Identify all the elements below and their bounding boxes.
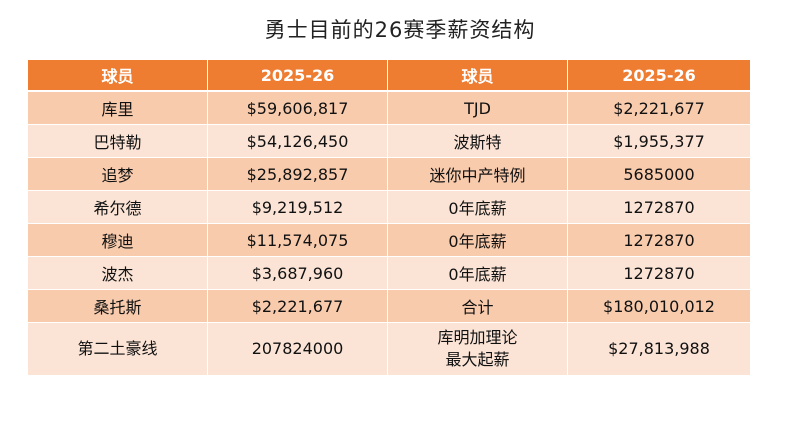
salary-cell: 1272870: [568, 191, 750, 224]
salary-cell: $11,574,075: [208, 224, 388, 257]
page-title: 勇士目前的26赛季薪资结构: [264, 18, 536, 42]
table-row: 希尔德 $9,219,512 0年底薪 1272870: [28, 191, 750, 224]
table-row: 巴特勒 $54,126,450 波斯特 $1,955,377: [28, 125, 750, 158]
player-cell: 迷你中产特例: [388, 158, 568, 191]
player-cell: TJD: [388, 92, 568, 125]
salary-cell: 5685000: [568, 158, 750, 191]
player-cell: 巴特勒: [28, 125, 208, 158]
player-cell: 0年底薪: [388, 257, 568, 290]
apron-label-cell: 第二土豪线: [28, 323, 208, 376]
player-cell: 追梦: [28, 158, 208, 191]
table-row: 追梦 $25,892,857 迷你中产特例 5685000: [28, 158, 750, 191]
column-header-player: 球员: [28, 60, 208, 92]
player-cell: 桑托斯: [28, 290, 208, 323]
player-cell: 波斯特: [388, 125, 568, 158]
max-start-salary-value-cell: $27,813,988: [568, 323, 750, 376]
player-cell: 波杰: [28, 257, 208, 290]
column-header-season: 2025-26: [208, 60, 388, 92]
salary-cell: $25,892,857: [208, 158, 388, 191]
max-start-salary-label-cell: 库明加理论 最大起薪: [388, 323, 568, 376]
salary-cell: $54,126,450: [208, 125, 388, 158]
table-row: 波杰 $3,687,960 0年底薪 1272870: [28, 257, 750, 290]
salary-cell: $9,219,512: [208, 191, 388, 224]
table-row: 库里 $59,606,817 TJD $2,221,677: [28, 92, 750, 125]
table-row: 第二土豪线 207824000 库明加理论 最大起薪 $27,813,988: [28, 323, 750, 376]
table-row: 桑托斯 $2,221,677 合计 $180,010,012: [28, 290, 750, 323]
salary-cell: $2,221,677: [568, 92, 750, 125]
label-line: 最大起薪: [445, 350, 510, 369]
salary-cell: $1,955,377: [568, 125, 750, 158]
player-cell: 0年底薪: [388, 191, 568, 224]
salary-cell: $3,687,960: [208, 257, 388, 290]
total-label-cell: 合计: [388, 290, 568, 323]
table-header-row: 球员 2025-26 球员 2025-26: [28, 60, 750, 92]
player-cell: 穆迪: [28, 224, 208, 257]
table-row: 穆迪 $11,574,075 0年底薪 1272870: [28, 224, 750, 257]
salary-table: 球员 2025-26 球员 2025-26 库里 $59,606,817 TJD…: [28, 60, 750, 376]
apron-value-cell: 207824000: [208, 323, 388, 376]
player-cell: 0年底薪: [388, 224, 568, 257]
column-header-season: 2025-26: [568, 60, 750, 92]
player-cell: 希尔德: [28, 191, 208, 224]
column-header-player: 球员: [388, 60, 568, 92]
label-line: 库明加理论: [437, 328, 518, 347]
salary-cell: $2,221,677: [208, 290, 388, 323]
salary-cell: 1272870: [568, 224, 750, 257]
total-value-cell: $180,010,012: [568, 290, 750, 323]
salary-cell: $59,606,817: [208, 92, 388, 125]
player-cell: 库里: [28, 92, 208, 125]
salary-cell: 1272870: [568, 257, 750, 290]
